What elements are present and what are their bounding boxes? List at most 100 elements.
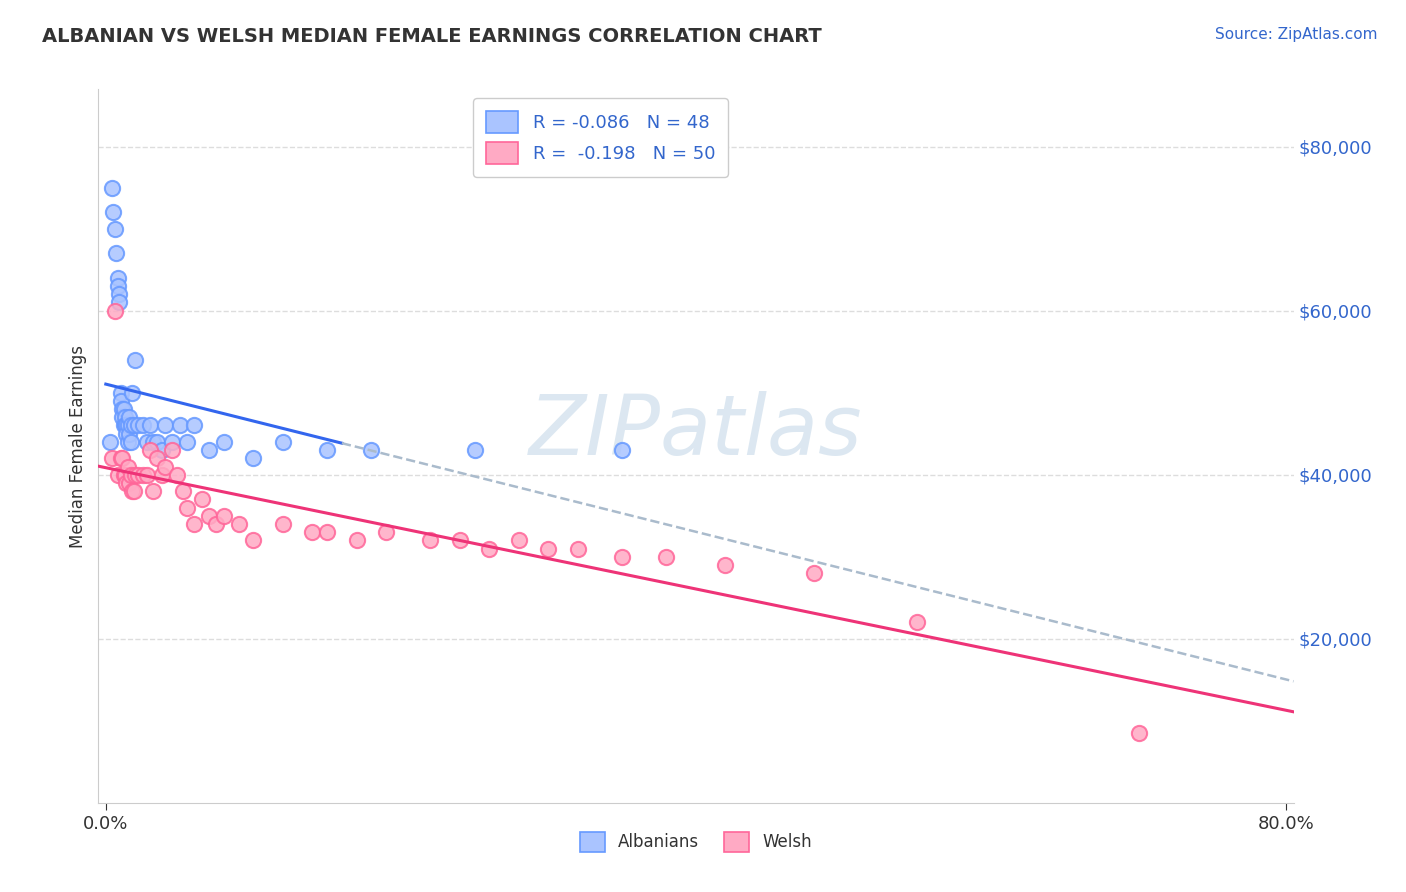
Point xyxy=(198,443,221,458)
Point xyxy=(139,443,162,458)
Point xyxy=(121,484,143,499)
Point xyxy=(153,459,176,474)
Point xyxy=(112,418,135,433)
Point xyxy=(108,295,131,310)
Y-axis label: Median Female Earnings: Median Female Earnings xyxy=(69,344,87,548)
Point xyxy=(112,467,135,482)
Point xyxy=(111,402,134,417)
Point xyxy=(120,434,142,449)
Point xyxy=(612,443,634,458)
Point xyxy=(110,393,132,408)
Point xyxy=(212,434,235,449)
Point xyxy=(803,566,825,581)
Point xyxy=(146,434,169,449)
Point xyxy=(142,434,165,449)
Point xyxy=(100,180,122,194)
Text: ALBANIAN VS WELSH MEDIAN FEMALE EARNINGS CORRELATION CHART: ALBANIAN VS WELSH MEDIAN FEMALE EARNINGS… xyxy=(42,27,823,45)
Point xyxy=(114,467,136,482)
Point xyxy=(316,525,339,540)
Point xyxy=(150,467,173,482)
Point xyxy=(905,615,928,630)
Point xyxy=(301,525,323,540)
Point xyxy=(107,279,129,293)
Point xyxy=(117,459,139,474)
Point xyxy=(183,418,205,433)
Point xyxy=(120,467,142,482)
Legend: Albanians, Welsh: Albanians, Welsh xyxy=(574,825,818,859)
Point xyxy=(198,508,221,523)
Point xyxy=(110,451,132,466)
Point xyxy=(508,533,530,548)
Point xyxy=(146,451,169,466)
Point xyxy=(172,484,194,499)
Point xyxy=(131,418,153,433)
Point xyxy=(205,516,228,531)
Point xyxy=(228,516,250,531)
Point xyxy=(115,475,138,490)
Point xyxy=(242,451,264,466)
Point xyxy=(655,549,678,564)
Point xyxy=(271,516,294,531)
Point xyxy=(118,475,141,490)
Point xyxy=(104,303,127,318)
Point xyxy=(115,426,138,441)
Point xyxy=(131,467,153,482)
Point xyxy=(360,443,382,458)
Point xyxy=(111,410,134,425)
Text: Source: ZipAtlas.com: Source: ZipAtlas.com xyxy=(1215,27,1378,42)
Point xyxy=(464,443,486,458)
Point xyxy=(124,467,146,482)
Point xyxy=(127,418,149,433)
Point xyxy=(212,508,235,523)
Point xyxy=(478,541,501,556)
Point xyxy=(111,451,134,466)
Point xyxy=(176,434,198,449)
Point xyxy=(242,533,264,548)
Text: ZIPatlas: ZIPatlas xyxy=(529,392,863,472)
Point xyxy=(1128,726,1150,740)
Point xyxy=(104,221,127,235)
Point xyxy=(118,410,141,425)
Point xyxy=(117,434,139,449)
Point xyxy=(714,558,737,572)
Point xyxy=(271,434,294,449)
Point xyxy=(449,533,471,548)
Point xyxy=(105,246,128,260)
Point xyxy=(107,270,129,285)
Point xyxy=(153,418,176,433)
Point xyxy=(160,434,183,449)
Point xyxy=(419,533,441,548)
Point xyxy=(612,549,634,564)
Point xyxy=(567,541,589,556)
Point xyxy=(316,443,339,458)
Point xyxy=(183,516,205,531)
Point xyxy=(112,402,135,417)
Point xyxy=(139,418,162,433)
Point xyxy=(190,492,212,507)
Point xyxy=(110,385,132,400)
Point xyxy=(101,205,124,219)
Point xyxy=(122,418,145,433)
Point xyxy=(136,467,159,482)
Point xyxy=(121,385,143,400)
Point xyxy=(118,426,141,441)
Point xyxy=(120,418,142,433)
Point xyxy=(169,418,191,433)
Point xyxy=(108,287,131,301)
Point xyxy=(150,443,173,458)
Point xyxy=(117,418,139,433)
Point xyxy=(127,467,149,482)
Point xyxy=(122,484,145,499)
Point xyxy=(107,467,129,482)
Point xyxy=(136,434,159,449)
Point xyxy=(166,467,188,482)
Point xyxy=(160,443,183,458)
Point xyxy=(115,418,138,433)
Point xyxy=(375,525,398,540)
Point xyxy=(124,352,146,367)
Point xyxy=(98,434,121,449)
Point xyxy=(100,451,122,466)
Point xyxy=(537,541,560,556)
Point xyxy=(114,410,136,425)
Point xyxy=(114,418,136,433)
